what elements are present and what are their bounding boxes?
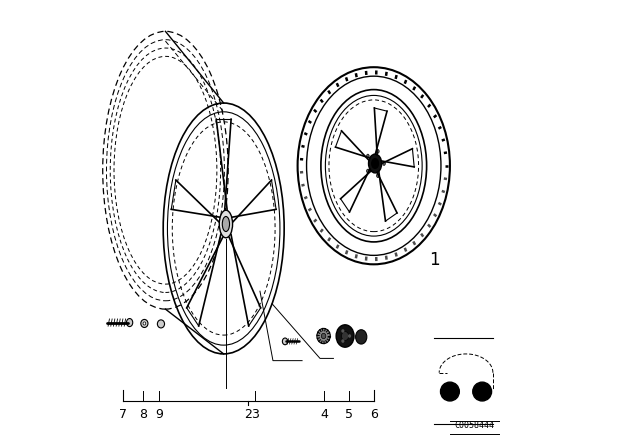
Ellipse shape xyxy=(383,162,385,165)
Ellipse shape xyxy=(222,216,230,232)
Circle shape xyxy=(440,382,460,401)
Ellipse shape xyxy=(157,320,164,328)
Ellipse shape xyxy=(369,154,381,173)
Text: 3: 3 xyxy=(251,408,259,421)
Text: 5: 5 xyxy=(345,408,353,421)
Ellipse shape xyxy=(341,329,344,333)
Text: 4: 4 xyxy=(321,408,328,421)
Ellipse shape xyxy=(376,174,379,177)
Ellipse shape xyxy=(372,159,379,168)
Ellipse shape xyxy=(143,322,146,325)
Ellipse shape xyxy=(342,332,349,340)
Ellipse shape xyxy=(220,210,232,238)
Circle shape xyxy=(473,382,492,401)
Ellipse shape xyxy=(321,333,326,339)
Ellipse shape xyxy=(282,338,288,345)
Ellipse shape xyxy=(317,328,330,344)
Ellipse shape xyxy=(336,325,354,347)
Ellipse shape xyxy=(341,339,344,343)
Ellipse shape xyxy=(141,319,148,327)
Ellipse shape xyxy=(356,330,367,344)
Ellipse shape xyxy=(367,154,369,158)
Text: 6: 6 xyxy=(370,408,378,421)
Ellipse shape xyxy=(367,169,369,173)
Ellipse shape xyxy=(376,150,379,153)
Text: 7: 7 xyxy=(119,408,127,421)
Text: C0058444: C0058444 xyxy=(454,421,495,430)
Text: 1: 1 xyxy=(429,251,440,269)
Text: 8: 8 xyxy=(139,408,147,421)
Text: 2: 2 xyxy=(244,408,252,421)
Ellipse shape xyxy=(348,334,351,338)
Text: 9: 9 xyxy=(155,408,163,421)
Ellipse shape xyxy=(127,319,132,327)
